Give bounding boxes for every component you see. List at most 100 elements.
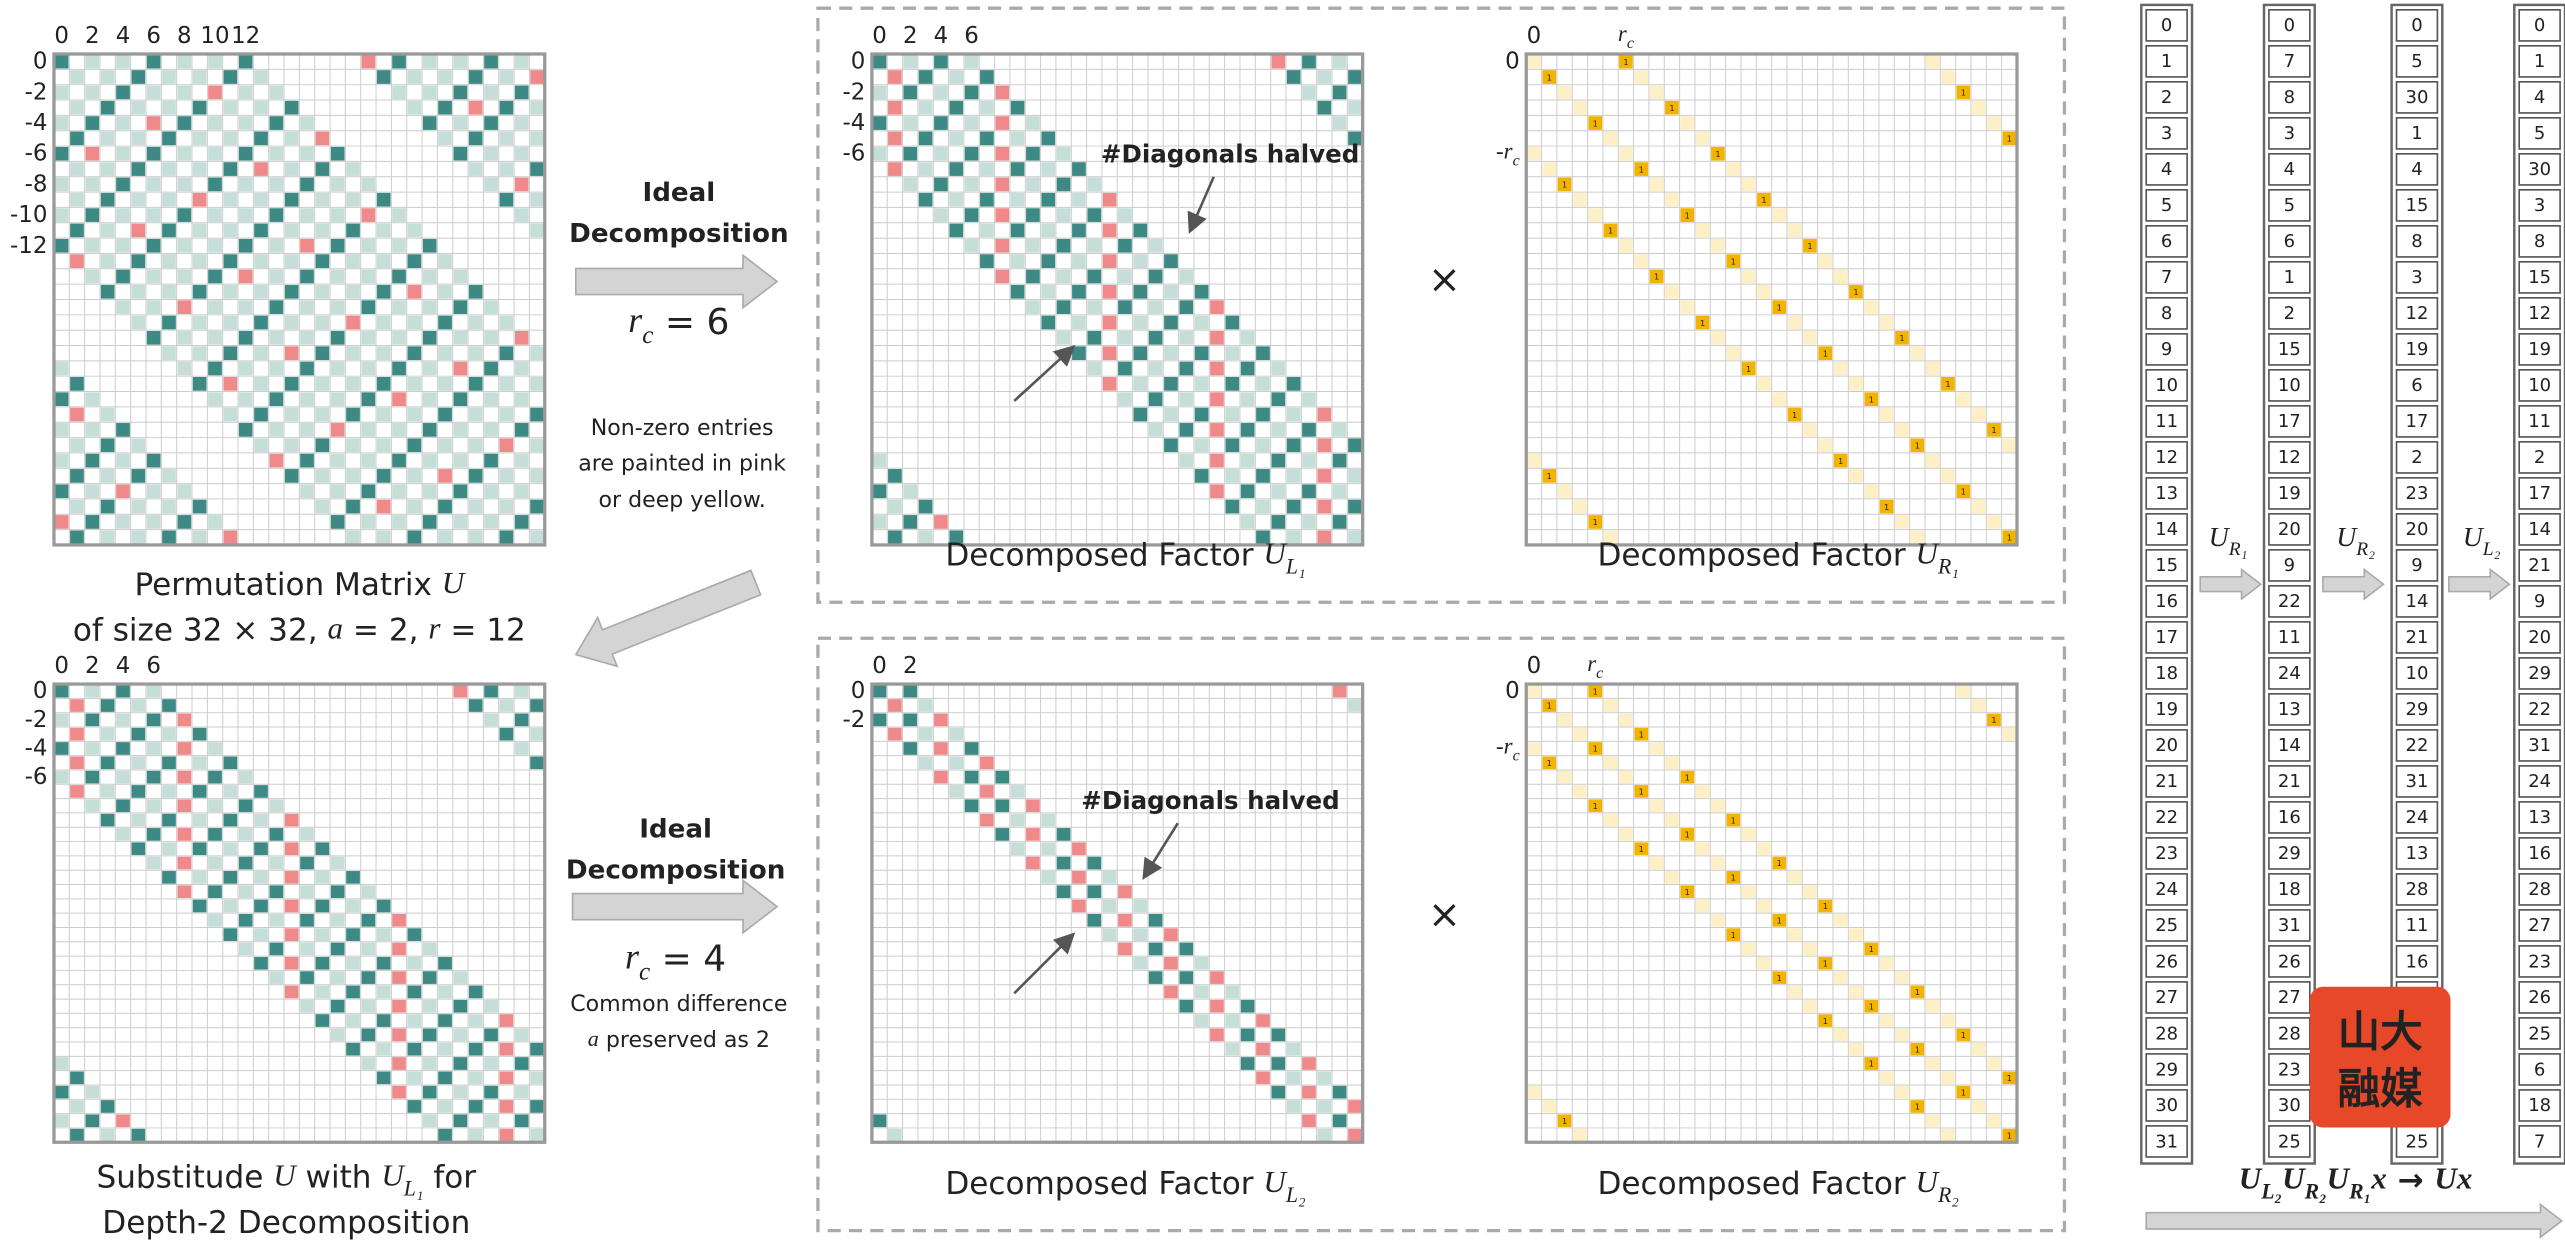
text-run: 2 (903, 653, 918, 679)
matrix-cell (1194, 407, 1209, 422)
matrix-cell (300, 885, 314, 899)
matrix-cell (1041, 223, 1056, 238)
matrix-cell (872, 116, 887, 130)
matrix-cell (530, 469, 544, 483)
matrix-cell (269, 330, 284, 345)
vector-cell (2268, 729, 2311, 762)
subscript: L₂ (2260, 1180, 2282, 1204)
matrix-cell (1286, 438, 1301, 453)
matrix-cell (346, 871, 360, 884)
matrix-cell (918, 192, 933, 207)
matrix-cell (208, 208, 222, 222)
matrix-cell (70, 223, 84, 238)
col-tick-label: 2 (85, 653, 100, 679)
matrix-cell (484, 423, 498, 437)
vector-cell (2268, 945, 2311, 978)
matrix-cell (453, 85, 468, 100)
matrix-cell (2002, 530, 2017, 545)
matrix-cell (407, 438, 422, 453)
cell-label: 1 (1961, 487, 1966, 497)
cell-label: 1 (1869, 1059, 1874, 1069)
vector-entry: 4 (2284, 159, 2295, 180)
matrix-cell (254, 162, 268, 176)
cell-label: 1 (1777, 302, 1782, 312)
matrix-cell (70, 530, 84, 545)
cell-label: 1 (1547, 72, 1552, 82)
vector-entry: 24 (2278, 663, 2301, 684)
matrix-cell (238, 361, 253, 376)
matrix-cell (918, 699, 933, 712)
matrix-cell (162, 162, 176, 176)
matrix-cell (376, 438, 391, 453)
math-symbol: U (2336, 522, 2358, 553)
matrix-cell (162, 530, 176, 545)
matrix-cell (407, 956, 422, 970)
vector-cell (2145, 81, 2188, 114)
matrix-cell (392, 330, 406, 345)
math-symbol: r (625, 937, 640, 977)
matrix-cell (1286, 377, 1301, 391)
matrix-cell (1087, 269, 1102, 284)
matrix-cell (330, 269, 345, 284)
matrix-cell (85, 208, 100, 222)
matrix-cell (238, 856, 253, 870)
math-symbol: U (273, 1157, 298, 1192)
matrix-cell (964, 208, 979, 222)
matrix-cell (1557, 770, 1572, 784)
matrix-cell (1102, 346, 1117, 361)
matrix-cell (888, 699, 902, 712)
matrix-cell (1849, 1042, 1863, 1056)
matrix-cell (453, 146, 468, 161)
matrix-cell (223, 756, 238, 770)
matrix-cell (1542, 1100, 1557, 1113)
text-run: × (1428, 892, 1461, 937)
vector-cell (2268, 693, 2311, 726)
vector-entry: 8 (2284, 87, 2295, 108)
vector-entry: 21 (2406, 627, 2429, 648)
text-run: = 6 (654, 302, 730, 343)
matrix-cell (361, 942, 376, 956)
matrix-cell (1925, 1114, 1940, 1128)
matrix-cell (422, 453, 437, 468)
vector-cell (2145, 1089, 2188, 1122)
matrix-cell (1087, 856, 1102, 870)
vector-cell (2518, 297, 2561, 330)
matrix-cell (1680, 116, 1695, 130)
matrix-cell (1148, 330, 1163, 345)
matrix-cell (1726, 346, 1741, 361)
vector-cell (2145, 657, 2188, 690)
text-run: -8 (25, 171, 48, 197)
matrix-cell (177, 177, 192, 192)
matrix-cell (407, 1042, 422, 1056)
matrix-cell (530, 1042, 544, 1056)
matrix-cell (407, 284, 422, 299)
matrix-cell (1741, 361, 1756, 376)
matrix-cell (146, 770, 161, 784)
vector-entry: 13 (2406, 843, 2429, 864)
matrix-cell (146, 828, 161, 841)
matrix-cell (499, 1042, 514, 1056)
matrix-cell (346, 377, 360, 391)
matrix-cell (1087, 177, 1102, 192)
text-run: with (296, 1159, 382, 1195)
matrix-cell (238, 300, 253, 315)
matrix-cell (54, 423, 69, 437)
matrix-cell (346, 499, 360, 514)
matrix-cell (1148, 238, 1163, 253)
matrix-cell (1317, 438, 1332, 453)
text-run: 12 (231, 22, 260, 48)
matrix-cell (980, 100, 994, 115)
matrix-cell (422, 484, 437, 499)
matrix-cell (1271, 361, 1286, 376)
vector-cell (2395, 369, 2439, 402)
matrix-cell (1348, 699, 1362, 712)
vector-cell (2145, 369, 2188, 402)
matrix-cell (100, 499, 115, 514)
vector-cell (2268, 333, 2311, 366)
vector-cell (2145, 1017, 2188, 1050)
matrix-cell (100, 254, 115, 268)
block-arrow (2448, 567, 2511, 601)
matrix-cell (146, 484, 161, 499)
matrix-cell (499, 1071, 514, 1085)
vector-cell (2518, 441, 2561, 474)
